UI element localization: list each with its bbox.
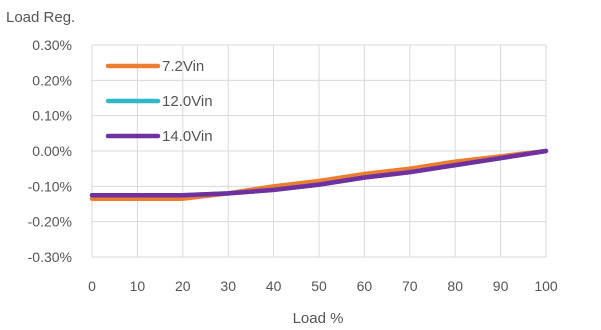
x-tick-label: 0 [88,278,96,294]
series-line-7-2vin [89,148,549,201]
x-tick-label: 90 [493,278,509,294]
x-tick-label: 10 [130,278,146,294]
tick-labels: 0.30% 0.20% 0.10% 0.00% -0.10% -0.20% -0.30% 0 1… [28,37,558,294]
legend-label: 7.2Vin [162,58,204,75]
y-tick-label: -0.10% [28,178,72,194]
x-tick-label: 30 [220,278,236,294]
y-tick-label: -0.20% [28,214,72,230]
x-tick-label: 20 [175,278,191,294]
x-tick-label: 40 [266,278,282,294]
grid-lines [91,44,547,258]
x-tick-label: 50 [311,278,327,294]
y-tick-label: 0.20% [32,72,72,88]
legend-label: 14.0Vin [162,128,213,145]
x-tick-label: 70 [402,278,418,294]
legend-label: 12.0Vin [162,93,213,110]
y-tick-label: 0.10% [32,108,72,124]
x-tick-label: 80 [447,278,463,294]
series-lines [89,148,549,201]
series-line-14-0vin [89,148,549,198]
x-axis-title: Load % [293,310,344,327]
y-tick-label: 0.30% [32,37,72,53]
y-axis-title: Load Reg. [6,9,75,26]
y-tick-label: -0.30% [28,249,72,265]
x-tick-label: 100 [534,278,558,294]
legend: 7.2Vin 12.0Vin 14.0Vin [105,58,213,145]
y-tick-label: 0.00% [32,143,72,159]
x-tick-label: 60 [357,278,373,294]
